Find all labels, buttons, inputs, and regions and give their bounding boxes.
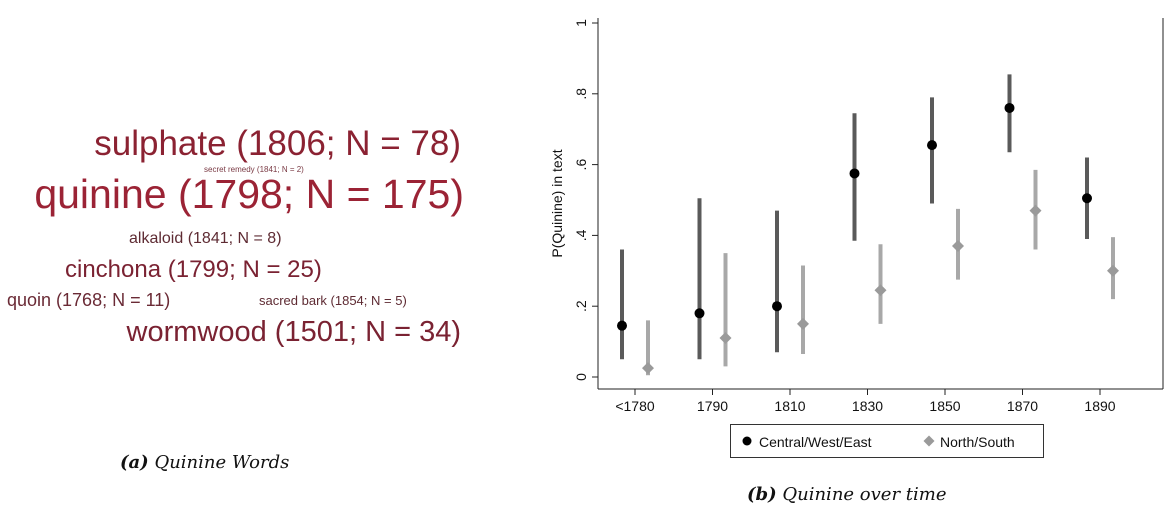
legend-label-north-south: North/South <box>940 434 1015 450</box>
caption-a: (a) Quinine Words <box>120 452 289 473</box>
x-tick-label: 1830 <box>852 398 883 414</box>
x-tick-label: <1780 <box>615 398 655 414</box>
y-tick-label: 0 <box>573 373 589 381</box>
data-point <box>874 284 887 297</box>
data-point <box>642 362 654 375</box>
y-tick-label: .2 <box>573 300 589 312</box>
legend-label-central-west-east: Central/West/East <box>759 434 872 450</box>
data-point <box>1107 264 1119 277</box>
data-point <box>1004 102 1015 113</box>
y-tick-label: .8 <box>573 88 589 100</box>
data-point <box>952 240 964 253</box>
word-sulphate: sulphate (1806; N = 78) <box>94 124 461 163</box>
word-cloud-panel: sulphate (1806; N = 78) secret remedy (1… <box>0 0 520 505</box>
data-point <box>1082 193 1092 204</box>
x-tick-label: 1790 <box>697 398 728 414</box>
caption-a-text: Quinine Words <box>154 452 290 473</box>
data-point <box>719 332 732 345</box>
y-axis-title: P(Quinine) in text <box>549 149 565 257</box>
data-point <box>797 317 809 330</box>
word-sacred-bark: sacred bark (1854; N = 5) <box>259 293 407 308</box>
chart-legend: Central/West/East North/South <box>730 424 1044 458</box>
caption-b: (b) Quinine over time <box>747 484 946 505</box>
data-point <box>694 308 705 319</box>
x-tick-label: 1850 <box>929 398 960 414</box>
data-point <box>772 301 782 312</box>
data-point <box>927 140 937 151</box>
legend-marker-circle <box>742 436 752 446</box>
word-cinchona: cinchona (1799; N = 25) <box>65 256 322 283</box>
legend-marker-diamond <box>923 435 935 447</box>
caption-b-text: Quinine over time <box>782 484 947 505</box>
data-point <box>849 168 860 179</box>
y-tick-label: 1 <box>573 19 589 27</box>
caption-a-label: (a) <box>120 452 149 473</box>
word-quinine: quinine (1798; N = 175) <box>34 171 464 217</box>
data-point <box>1029 204 1042 217</box>
y-tick-label: .6 <box>573 159 589 171</box>
word-quoin: quoin (1768; N = 11) <box>7 290 171 310</box>
x-tick-label: 1890 <box>1084 398 1115 414</box>
x-tick-label: 1870 <box>1007 398 1038 414</box>
word-wormwood: wormwood (1501; N = 34) <box>126 316 461 348</box>
data-point <box>617 320 627 331</box>
x-tick-label: 1810 <box>774 398 805 414</box>
word-secret-remedy: secret remedy (1841; N = 2) <box>204 165 304 174</box>
y-tick-label: .4 <box>573 229 589 241</box>
word-alkaloid: alkaloid (1841; N = 8) <box>129 230 282 247</box>
caption-b-label: (b) <box>747 484 777 505</box>
